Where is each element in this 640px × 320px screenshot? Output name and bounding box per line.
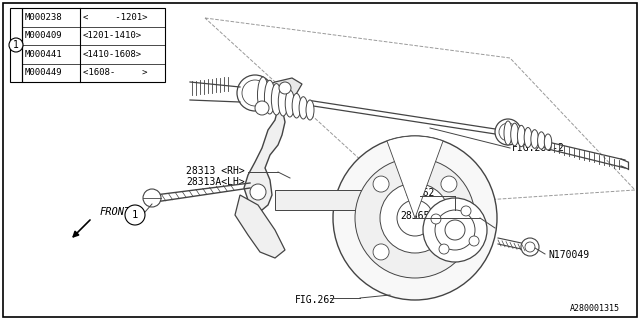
Text: FIG.280-2: FIG.280-2 — [512, 143, 565, 153]
FancyBboxPatch shape — [275, 190, 375, 210]
Polygon shape — [235, 195, 285, 258]
Bar — [10, 8, 22, 82]
Text: 1: 1 — [13, 40, 19, 50]
Circle shape — [461, 206, 471, 216]
Circle shape — [397, 200, 433, 236]
Circle shape — [9, 38, 23, 52]
Circle shape — [441, 176, 457, 192]
Circle shape — [431, 214, 441, 224]
Text: <1608-     >: <1608- > — [83, 68, 147, 77]
Circle shape — [495, 119, 521, 145]
Ellipse shape — [531, 130, 538, 148]
Ellipse shape — [299, 97, 307, 119]
Polygon shape — [240, 92, 285, 210]
Ellipse shape — [271, 84, 282, 115]
Circle shape — [469, 236, 479, 246]
Text: FRONT: FRONT — [100, 207, 131, 217]
Text: 28313 <RH>: 28313 <RH> — [186, 166, 245, 176]
Circle shape — [441, 244, 457, 260]
Ellipse shape — [524, 127, 532, 148]
Circle shape — [250, 184, 266, 200]
Text: N170049: N170049 — [548, 250, 589, 260]
Ellipse shape — [517, 125, 525, 147]
Ellipse shape — [278, 87, 288, 116]
Circle shape — [279, 82, 291, 94]
Circle shape — [445, 220, 465, 240]
Circle shape — [499, 123, 517, 141]
Circle shape — [355, 158, 475, 278]
Ellipse shape — [504, 121, 512, 145]
Circle shape — [237, 75, 273, 111]
Circle shape — [125, 205, 145, 225]
Polygon shape — [258, 78, 302, 104]
Ellipse shape — [285, 90, 294, 117]
Text: M000409: M000409 — [25, 31, 63, 40]
Circle shape — [242, 80, 268, 106]
Circle shape — [521, 238, 539, 256]
Circle shape — [423, 198, 487, 262]
Text: 28313A<LH>: 28313A<LH> — [186, 177, 245, 187]
Ellipse shape — [538, 132, 545, 149]
Circle shape — [373, 176, 389, 192]
Circle shape — [525, 242, 535, 252]
Ellipse shape — [292, 93, 301, 118]
Ellipse shape — [511, 123, 518, 146]
Text: <1410-1608>: <1410-1608> — [83, 50, 142, 59]
Circle shape — [373, 244, 389, 260]
Text: 1: 1 — [132, 210, 138, 220]
Wedge shape — [387, 136, 443, 218]
Bar — [22, 8, 165, 82]
Circle shape — [333, 136, 497, 300]
Circle shape — [255, 101, 269, 115]
Circle shape — [143, 189, 161, 207]
Text: FIG.262: FIG.262 — [295, 295, 336, 305]
Text: <     -1201>: < -1201> — [83, 13, 147, 22]
Text: <1201-1410>: <1201-1410> — [83, 31, 142, 40]
Ellipse shape — [544, 134, 552, 150]
Ellipse shape — [306, 100, 314, 120]
Ellipse shape — [264, 80, 275, 114]
Text: M000238: M000238 — [25, 13, 63, 22]
Text: M000441: M000441 — [25, 50, 63, 59]
Text: M000449: M000449 — [25, 68, 63, 77]
Text: 28362: 28362 — [405, 188, 435, 198]
Circle shape — [439, 244, 449, 254]
Circle shape — [435, 210, 475, 250]
Text: A280001315: A280001315 — [570, 304, 620, 313]
Ellipse shape — [257, 77, 269, 113]
Text: 28365: 28365 — [400, 211, 429, 221]
Circle shape — [380, 183, 450, 253]
